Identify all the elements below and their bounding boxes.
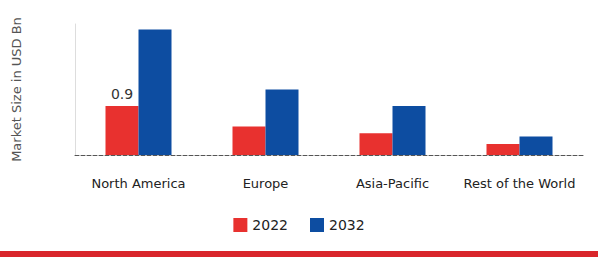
svg-text:2022: 2022 [252, 217, 288, 233]
svg-text:2032: 2032 [329, 217, 365, 233]
svg-text:Rest of the World: Rest of the World [464, 176, 576, 191]
svg-text:Asia-Pacific: Asia-Pacific [356, 176, 429, 191]
svg-text:0.9: 0.9 [111, 86, 133, 102]
svg-text:Europe: Europe [243, 176, 289, 191]
svg-text:North America: North America [91, 176, 185, 191]
svg-text:Market Size in USD Bn: Market Size in USD Bn [9, 17, 24, 162]
